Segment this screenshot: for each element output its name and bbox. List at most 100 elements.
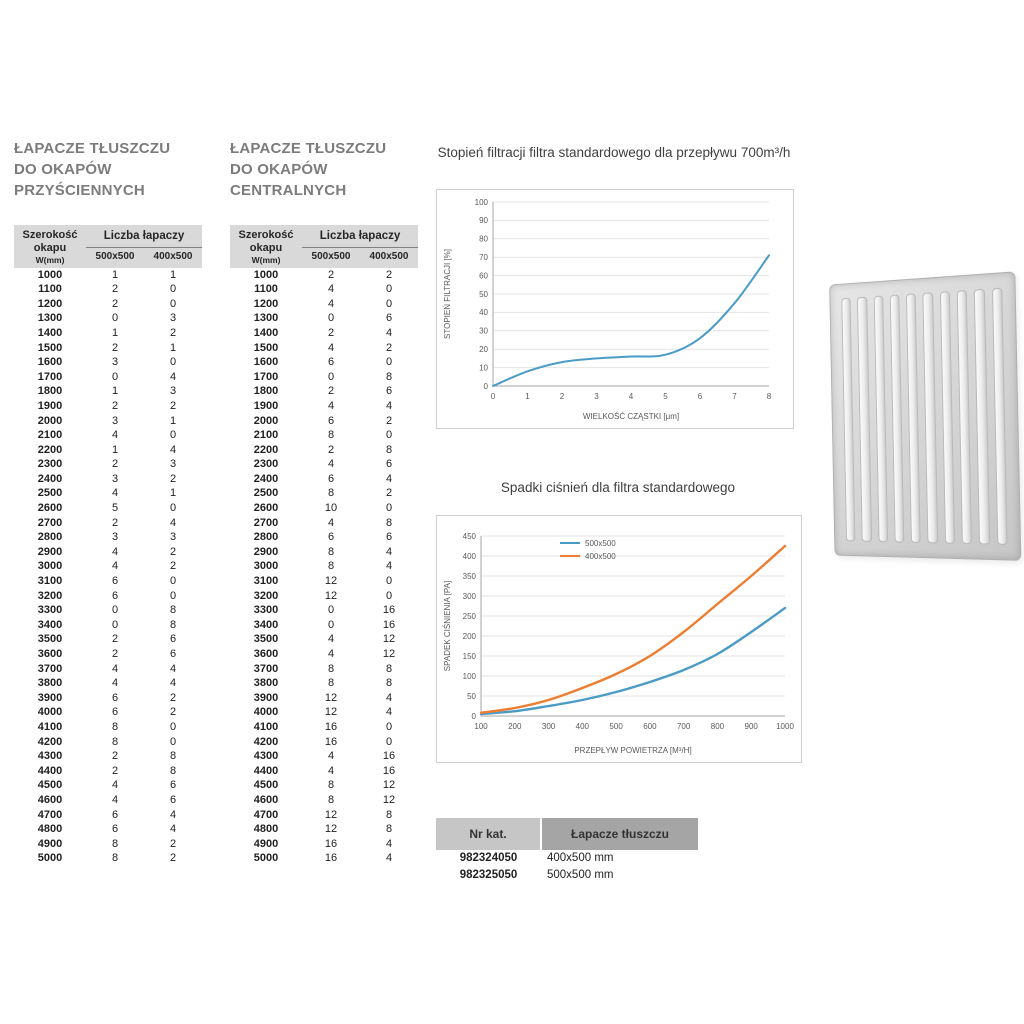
x-tick-label: 3 [594, 392, 599, 401]
table-row: 4800 12 8 [230, 822, 418, 837]
y-tick-label: 200 [463, 632, 477, 641]
table-cell: 0 [327, 604, 335, 617]
table-cell: 3800 [37, 677, 63, 690]
x-tick-label: 4 [629, 392, 634, 401]
table-cell: 0 [385, 735, 393, 748]
table-cell: 4600 [37, 793, 63, 806]
filter-frame [829, 271, 1022, 561]
table-cell: 4 [111, 793, 119, 806]
table-cell: 6 [111, 823, 119, 836]
table-cell: 3400 [253, 618, 279, 631]
table-cell: 0 [169, 356, 177, 369]
table-cell: 4100 [253, 720, 279, 733]
table-cell: 3200 [37, 589, 63, 602]
table-cell: 4 [169, 808, 177, 821]
table-row: 1500 2 1 [14, 341, 202, 356]
table-row: 4900 16 4 [230, 837, 418, 852]
table-row: 1100 2 0 [14, 282, 202, 297]
title-line: DO OKAPÓW [14, 161, 112, 178]
table-cell: 2 [111, 297, 119, 310]
y-tick-label: 150 [463, 652, 477, 661]
table-cell: 12 [324, 808, 338, 821]
table-cell: 16 [382, 618, 396, 631]
table-row: 5000 16 4 [230, 851, 418, 866]
table-cell: 1000 [37, 268, 63, 281]
table-row: 2800 6 6 [230, 530, 418, 545]
table-cell: 16 [382, 764, 396, 777]
table-row: 4700 12 8 [230, 808, 418, 823]
y-tick-label: 60 [479, 271, 488, 280]
table-cell: 1700 [253, 370, 279, 383]
table-cell: 6 [169, 633, 177, 646]
table-row: 2500 8 2 [230, 486, 418, 501]
table-row: 2800 3 3 [14, 530, 202, 545]
table-cell: 3900 [253, 691, 279, 704]
table-cell: 2 [385, 268, 393, 281]
title-line: PRZYŚCIENNYCH [14, 182, 145, 199]
table-row: 2000 3 1 [14, 414, 202, 429]
table-cell: 12 [382, 793, 396, 806]
table-cell: 2 [111, 516, 119, 529]
table-cell: 0 [385, 429, 393, 442]
pressure-chart-title: Spadki ciśnień dla filtra standardowego [500, 480, 736, 495]
table-cell: 6 [111, 706, 119, 719]
table-cell: 3 [169, 458, 177, 471]
table-cell: 8 [169, 750, 177, 763]
table-cell: 1600 [253, 356, 279, 369]
table-cell: 10 [324, 502, 338, 515]
table-cell: 4 [169, 443, 177, 456]
x-tick-label: 100 [474, 722, 488, 731]
table-row: 4500 8 12 [230, 778, 418, 793]
table-cell: 8 [327, 560, 335, 573]
table-cell: 0 [327, 618, 335, 631]
table-cell: 2 [327, 326, 335, 339]
table-cell: 2 [169, 560, 177, 573]
table-cell: 6 [385, 312, 393, 325]
x-axis-label: PRZEPŁYW POWIETRZA [M³/H] [574, 746, 691, 755]
central-hoods-section: ŁAPACZE TŁUSZCZU DO OKAPÓW CENTRALNYCH S… [230, 138, 419, 866]
table-row: 1000 1 1 [14, 268, 202, 283]
table-row: 3900 6 2 [14, 691, 202, 706]
filter-slat [956, 289, 973, 545]
table-cell: 2000 [37, 414, 63, 427]
table-row: 3000 8 4 [230, 559, 418, 574]
table-row: 2500 4 1 [14, 486, 202, 501]
table-cell: 1 [169, 414, 177, 427]
table-cell: 4 [385, 837, 393, 850]
table-row: 1100 4 0 [230, 282, 418, 297]
table-cell: 12 [382, 633, 396, 646]
table-cell: 4 [327, 399, 335, 412]
table-row: 3500 4 12 [230, 632, 418, 647]
series-line [479, 544, 787, 714]
table-cell: 0 [111, 618, 119, 631]
table-cell: 12 [324, 575, 338, 588]
table-cell: 2000 [253, 414, 279, 427]
table-cell: 8 [169, 604, 177, 617]
table-cell: 4 [385, 852, 393, 865]
x-tick-label: 1 [525, 392, 530, 401]
table-cell: 2 [169, 852, 177, 865]
table-cell: 8 [111, 852, 119, 865]
table-cell: 4 [327, 297, 335, 310]
x-tick-label: 600 [643, 722, 657, 731]
table-cell: 12 [324, 823, 338, 836]
table-cell: 16 [382, 604, 396, 617]
table-cell: 8 [327, 487, 335, 500]
table-cell: 4 [169, 677, 177, 690]
table-cell: 4300 [37, 750, 63, 763]
table-cell: 2200 [253, 443, 279, 456]
table-cell: 4 [327, 633, 335, 646]
table-cell: 0 [111, 370, 119, 383]
pressure-chart-section: Spadki ciśnień dla filtra standardowego … [436, 479, 802, 763]
x-tick-label: 5 [663, 392, 668, 401]
table-cell: 3600 [37, 648, 63, 660]
filter-slat [922, 292, 938, 544]
table-row: 2100 4 0 [14, 428, 202, 443]
table-cell: 4 [169, 370, 177, 383]
table-row: 2300 2 3 [14, 457, 202, 472]
table-cell: 4 [327, 648, 335, 660]
y-tick-label: 50 [467, 692, 476, 701]
table-cell: 0 [385, 297, 393, 310]
table-cell: 2600 [253, 502, 279, 515]
